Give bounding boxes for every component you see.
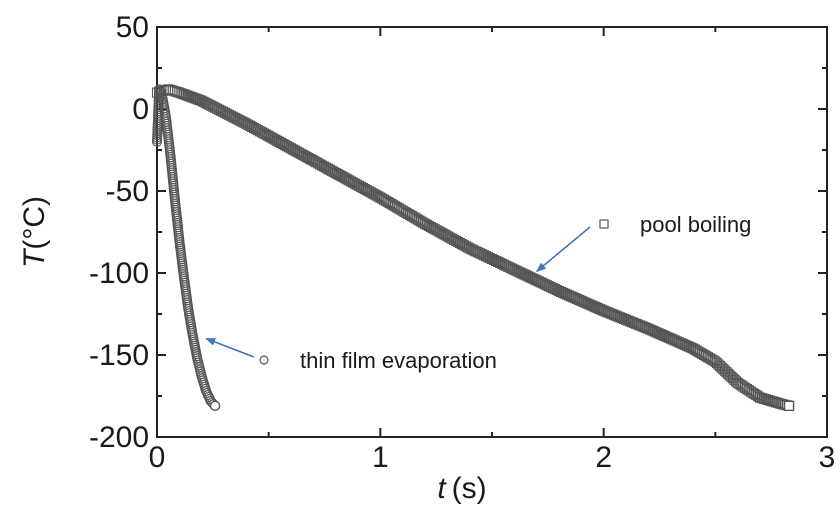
y-tick-label: 50: [116, 11, 149, 44]
x-tick-label: 3: [819, 441, 836, 474]
x-axis-title: t (s): [437, 472, 486, 505]
data-point: [753, 391, 764, 402]
annotation-group: [205, 226, 591, 358]
x-tick-label: 1: [372, 441, 389, 474]
data-point-end: [209, 400, 221, 412]
annotation-arrow: [205, 337, 255, 358]
y-tick-label: -150: [89, 339, 149, 372]
legend-group: pool boiling thin film evaporation: [259, 212, 751, 373]
data-point-end: [783, 400, 795, 412]
tick-group: 0 1 2 3 50 0 -50 -100 -150 -200: [89, 11, 835, 474]
legend-marker-square: [599, 219, 609, 229]
y-tick-label: -50: [106, 175, 149, 208]
y-axis-title: T(°C): [18, 196, 51, 268]
y-tick-label: -100: [89, 257, 149, 290]
series-thin-film-evaporation: [151, 84, 221, 412]
y-axis-unit: (°C): [18, 196, 51, 250]
y-tick-label: -200: [89, 421, 149, 454]
annotation-arrow: [535, 226, 591, 272]
x-tick-label: 2: [595, 441, 612, 474]
legend-marker-circle: [259, 355, 269, 365]
legend-label: thin film evaporation: [300, 348, 497, 373]
series-group: [151, 84, 795, 412]
x-tick-label: 0: [149, 441, 166, 474]
series-pool-boiling: [151, 84, 795, 412]
data-point: [751, 390, 762, 401]
data-point: [706, 354, 717, 365]
x-axis-unit: (s): [452, 472, 487, 505]
y-axis-var: T: [18, 247, 51, 268]
legend-label: pool boiling: [640, 212, 751, 237]
x-axis-var: t: [437, 472, 447, 505]
y-tick-label: 0: [132, 93, 149, 126]
